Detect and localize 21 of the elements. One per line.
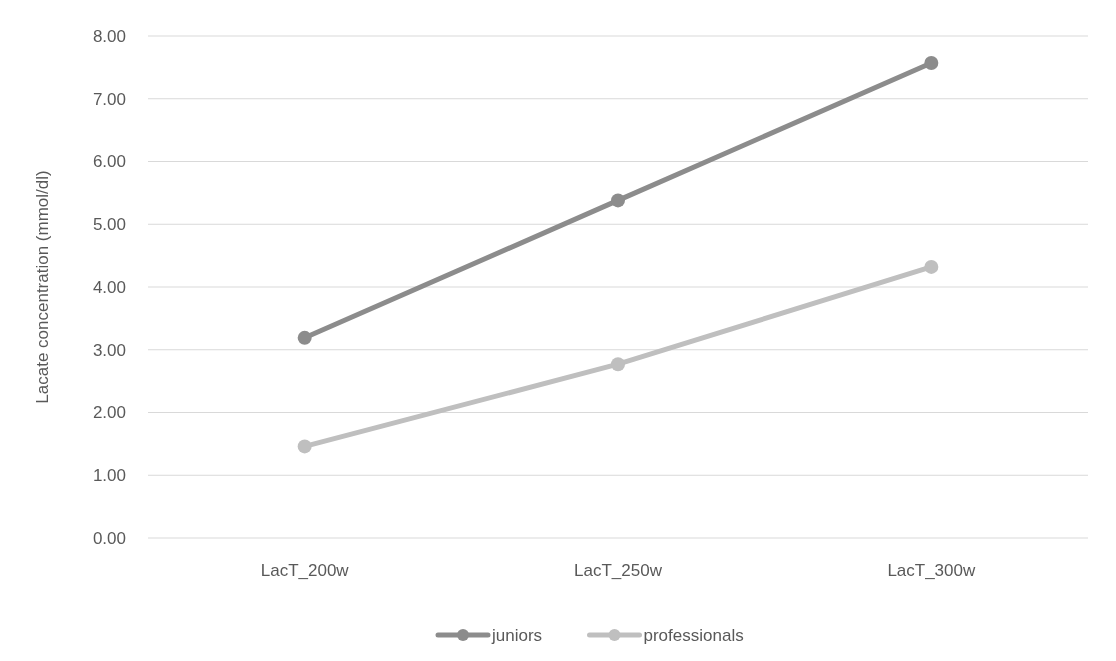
point xyxy=(924,55,939,70)
y-tick-label: 7.00 xyxy=(92,89,126,109)
point xyxy=(924,259,939,274)
point xyxy=(297,330,312,345)
y-tick-label: 4.00 xyxy=(92,277,126,297)
y-tick-label: 5.00 xyxy=(92,215,126,235)
y-axis-title: Lacate concentration (mmol/dl) xyxy=(33,170,52,404)
x-tick-label: LacT_250w xyxy=(574,561,663,580)
y-tick-label: 2.00 xyxy=(92,403,126,423)
y-tick-label: 1.00 xyxy=(92,466,126,486)
y-tick-label: 3.00 xyxy=(92,340,126,360)
y-tick-label: 0.00 xyxy=(92,528,126,548)
legend-label: juniors xyxy=(491,625,543,645)
y-tick-label: 6.00 xyxy=(92,152,126,172)
x-tick-label: LacT_300w xyxy=(887,561,976,580)
x-tick-label: LacT_200w xyxy=(260,561,350,580)
legend-label: professionals xyxy=(643,625,744,645)
point xyxy=(611,357,625,372)
point xyxy=(611,193,625,208)
y-tick-label: 8.00 xyxy=(92,26,126,46)
point xyxy=(297,439,312,454)
